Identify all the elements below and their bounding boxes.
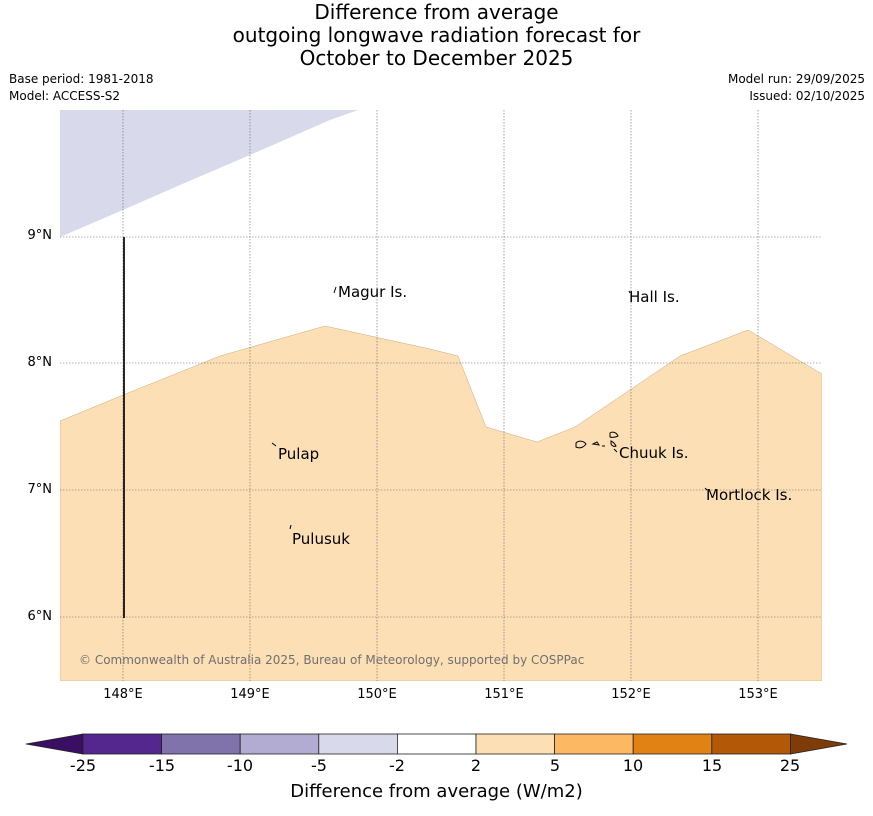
colorbar-tick: 15 [701,756,723,775]
colorbar-extend-low [25,733,84,755]
colorbar-bin-1 [82,733,162,755]
model-name: Model: ACCESS-S2 [9,89,121,103]
pulusuk-island-shape [289,524,292,530]
place-pulap: Pulap [278,445,320,463]
colorbar-tick: -2 [389,756,405,775]
colorbar-tick: -10 [226,756,254,775]
title-line-2: outgoing longwave radiation forecast for [232,23,641,47]
colorbar-tick: -5 [311,756,327,775]
colorbar-bin-3 [239,733,320,755]
colorbar-bin-2 [161,733,241,755]
colorbar-tick: 10 [622,756,644,775]
colorbar-bin-9 [711,733,791,755]
lat-label-6n: 6°N [27,609,53,624]
place-mortlock-is: Mortlock Is. [706,486,793,504]
lon-label-148e: 148°E [103,687,143,702]
island-outlines [271,286,708,530]
anomaly-region-positive [60,325,822,681]
place-magur-is: Magur Is. [338,283,408,301]
model-run: Model run: 29/09/2025 [727,72,865,86]
copyright-notice: © Commonwealth of Australia 2025, Bureau… [79,653,585,667]
colorbar-tick: -15 [148,756,176,775]
issued-date: Issued: 02/10/2025 [749,89,865,103]
place-chuuk-is: Chuuk Is. [619,444,689,462]
magur-island-shape [333,286,337,294]
base-period: Base period: 1981-2018 [9,72,154,86]
chuuk-island-shape [575,431,619,453]
title-line-1: Difference from average [314,0,559,24]
anomaly-region-negative [60,110,358,237]
lon-label-152e: 152°E [611,687,651,702]
place-hall-is: Hall Is. [629,288,680,306]
lon-label-150e: 150°E [357,687,397,702]
mortlock-island-shape [704,487,708,491]
lat-label-8n: 8°N [27,355,53,370]
gridlines [60,110,822,681]
colorbar-bin-7 [554,733,634,755]
lat-label-9n: 9°N [27,228,53,243]
colorbar-bin-6 [475,733,555,755]
pulap-island-shape [271,442,277,447]
colorbar-bin-5 [396,733,477,755]
lat-label-7n: 7°N [27,482,53,497]
colorbar-tick: 2 [470,756,482,775]
colorbar-tick: -25 [69,756,97,775]
colorbar-tick: 5 [549,756,561,775]
colorbar-bin-4 [318,733,398,755]
title-line-3: October to December 2025 [299,46,574,70]
lon-label-153e: 153°E [738,687,778,702]
colorbar-bin-8 [632,733,713,755]
lon-label-149e: 149°E [230,687,270,702]
place-pulusuk: Pulusuk [292,530,350,548]
colorbar-extend-high [790,733,848,755]
colorbar-title: Difference from average (W/m2) [290,781,583,802]
hall-island-shape [628,290,631,294]
colorbar-tick: 25 [779,756,801,775]
lon-label-151e: 151°E [484,687,524,702]
